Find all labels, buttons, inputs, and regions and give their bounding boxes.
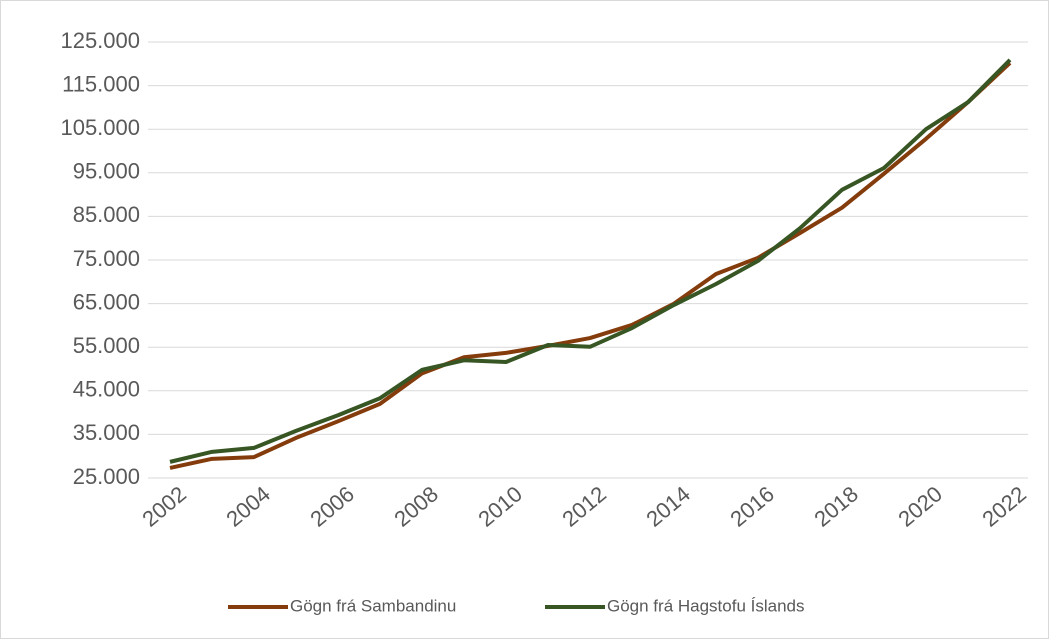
- legend-label: Gögn frá Hagstofu Íslands: [607, 596, 805, 615]
- y-tick-label: 45.000: [73, 377, 140, 402]
- y-tick-label: 95.000: [73, 159, 140, 184]
- legend-label: Gögn frá Sambandinu: [290, 596, 456, 615]
- y-tick-label: 105.000: [60, 115, 140, 140]
- y-tick-label: 35.000: [73, 420, 140, 445]
- y-tick-label: 125.000: [60, 28, 140, 53]
- y-tick-label: 85.000: [73, 202, 140, 227]
- series-line: [169, 58, 1012, 464]
- y-tick-label: 75.000: [73, 246, 140, 271]
- series-line: [169, 61, 1012, 470]
- y-tick-label: 55.000: [73, 333, 140, 358]
- y-tick-label: 65.000: [73, 289, 140, 314]
- y-tick-label: 115.000: [62, 71, 140, 96]
- y-tick-label: 25.000: [73, 464, 140, 489]
